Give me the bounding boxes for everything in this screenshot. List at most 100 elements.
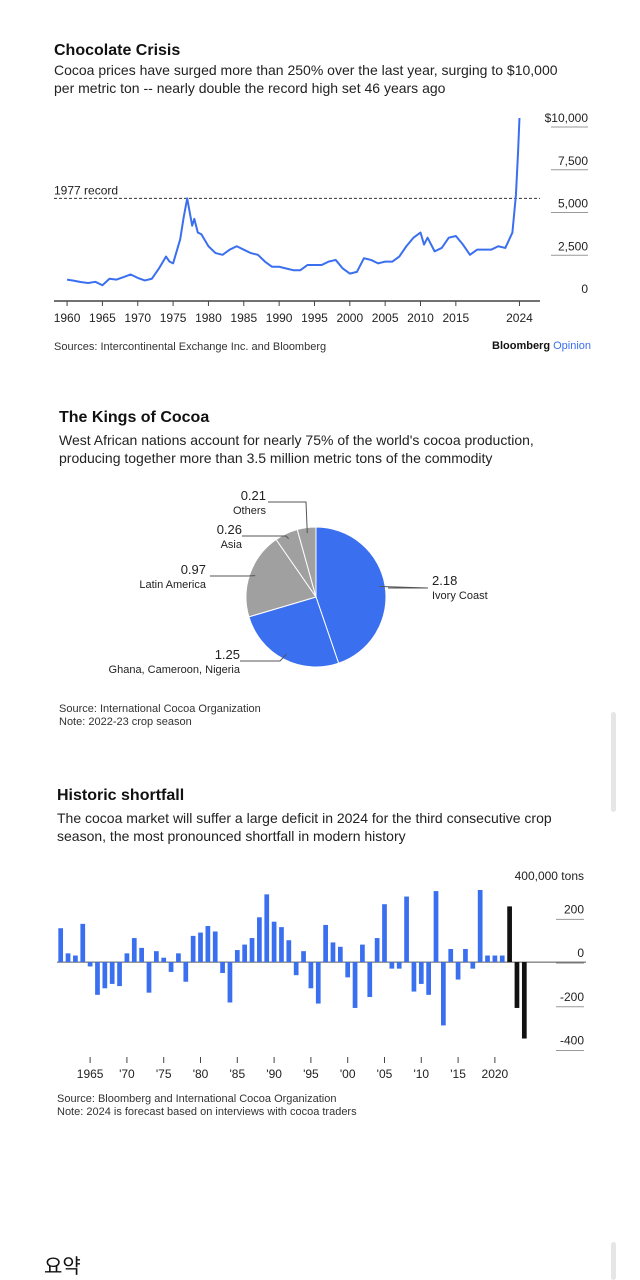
deficit-bar bbox=[323, 924, 328, 963]
x-tick-label: '75 bbox=[156, 1067, 172, 1081]
deficit-bar bbox=[492, 955, 498, 963]
x-tick-label: 1960 bbox=[54, 311, 81, 325]
price-series-line bbox=[66, 117, 521, 287]
brand-bloomberg: Bloomberg bbox=[492, 340, 551, 352]
deficit-bar bbox=[227, 962, 233, 1003]
chart2-source: Source: International Cocoa Organization bbox=[59, 703, 261, 715]
deficit-bar-chart: 400,000 tons 200 0 -200 -400 1965 '70 '75 '80 '85… bbox=[57, 869, 586, 1081]
pie-value-label: 0.97 bbox=[181, 562, 206, 577]
deficit-bar bbox=[279, 927, 284, 963]
deficit-bar bbox=[146, 962, 152, 993]
deficit-bar bbox=[234, 950, 240, 963]
deficit-bar bbox=[521, 962, 527, 1039]
pie-slice bbox=[296, 526, 317, 598]
x-tick-label: 1970 bbox=[124, 311, 151, 325]
deficit-bar bbox=[102, 962, 108, 989]
pie-slice bbox=[315, 526, 387, 664]
x-tick-label: 1965 bbox=[89, 311, 116, 325]
bloomberg-opinion-logo: Bloomberg Opinion bbox=[492, 340, 591, 352]
deficit-bar bbox=[80, 923, 86, 963]
deficit-bar bbox=[139, 947, 144, 963]
x-tick-label: '05 bbox=[377, 1067, 393, 1081]
pie-value-label: 1.25 bbox=[215, 647, 240, 662]
unit-label: 400,000 tons bbox=[515, 869, 584, 883]
x-tick-label: 1985 bbox=[230, 311, 257, 325]
y-tick-label: -200 bbox=[560, 990, 584, 1004]
pie-leader-line bbox=[268, 501, 308, 534]
deficit-bar bbox=[198, 932, 203, 963]
deficit-bar bbox=[190, 935, 196, 963]
deficit-bar bbox=[404, 896, 409, 963]
x-tick-label: '85 bbox=[229, 1067, 245, 1081]
deficit-bar bbox=[73, 955, 78, 963]
pie-value-label: 0.21 bbox=[241, 488, 266, 503]
scrollbar-thumb-lower[interactable] bbox=[611, 1242, 616, 1280]
price-line-chart: $10,000 7,500 5,000 2,500 0 1960 1965 1970 1975 1… bbox=[54, 111, 589, 325]
deficit-bar bbox=[220, 962, 225, 973]
deficit-bar bbox=[109, 962, 115, 984]
deficit-bar bbox=[249, 938, 255, 963]
x-tick-label: '00 bbox=[340, 1067, 356, 1081]
chart3-source: Source: Bloomberg and International Coco… bbox=[57, 1093, 337, 1105]
deficit-bar bbox=[396, 962, 402, 969]
deficit-bar bbox=[286, 940, 292, 963]
deficit-bar bbox=[124, 953, 130, 963]
deficit-bar bbox=[161, 957, 167, 963]
deficit-bar bbox=[345, 962, 351, 978]
deficit-bar bbox=[271, 921, 277, 963]
chart3-title: Historic shortfall bbox=[57, 787, 185, 804]
y-tick-label: -400 bbox=[560, 1033, 584, 1047]
chart1-subtitle: Cocoa prices have surged more than 250% … bbox=[54, 62, 558, 96]
x-tick-label: 2010 bbox=[407, 311, 434, 325]
pie-slice bbox=[248, 596, 340, 668]
x-tick-label: 1980 bbox=[195, 311, 222, 325]
pie-leader-line bbox=[379, 585, 429, 589]
deficit-bar bbox=[367, 962, 373, 998]
deficit-bar bbox=[463, 948, 468, 963]
deficit-bar bbox=[212, 931, 218, 963]
deficit-bar bbox=[65, 953, 71, 963]
chart2-title: The Kings of Cocoa bbox=[59, 409, 210, 426]
deficit-bar bbox=[337, 946, 343, 963]
deficit-bar bbox=[301, 951, 306, 963]
deficit-bar bbox=[205, 926, 211, 963]
y-tick-label: 200 bbox=[564, 902, 584, 916]
deficit-bar bbox=[264, 894, 270, 963]
x-tick-label: '95 bbox=[303, 1067, 319, 1081]
deficit-bar bbox=[87, 962, 93, 967]
y-tick-label: $10,000 bbox=[545, 111, 589, 125]
deficit-bar bbox=[418, 962, 424, 984]
deficit-bar bbox=[470, 962, 476, 969]
x-tick-label: 1965 bbox=[77, 1067, 104, 1081]
scrollbar-thumb[interactable] bbox=[611, 712, 616, 812]
production-pie-chart: 2.18 Ivory Coast 1.25 Ghana, Cameroon, Nige… bbox=[109, 488, 488, 676]
deficit-bar bbox=[455, 962, 461, 980]
deficit-bar bbox=[58, 928, 64, 963]
deficit-bar bbox=[448, 948, 454, 963]
deficit-bar bbox=[499, 955, 505, 963]
pie-leader-line bbox=[240, 653, 287, 662]
summary-label: 요약 bbox=[44, 1256, 81, 1278]
x-tick-label: 1995 bbox=[301, 311, 328, 325]
x-tick-label: 2024 bbox=[506, 311, 533, 325]
deficit-bar bbox=[389, 962, 395, 969]
x-tick-label: '15 bbox=[450, 1067, 466, 1081]
x-tick-label: '90 bbox=[266, 1067, 282, 1081]
x-tick-label: 2020 bbox=[482, 1067, 509, 1081]
deficit-bar bbox=[131, 938, 137, 963]
x-tick-label: 2015 bbox=[442, 311, 469, 325]
deficit-bar bbox=[257, 917, 262, 963]
chart3-subtitle: The cocoa market will suffer a large def… bbox=[57, 810, 552, 844]
deficit-bar bbox=[293, 962, 299, 976]
pie-category-label: Asia bbox=[221, 539, 243, 551]
deficit-bar bbox=[352, 962, 358, 1008]
deficit-bar bbox=[330, 942, 336, 963]
y-tick-label: 7,500 bbox=[558, 154, 588, 168]
deficit-bar bbox=[374, 938, 380, 963]
deficit-bar bbox=[242, 944, 248, 963]
deficit-bar bbox=[382, 904, 387, 963]
x-tick-label: '10 bbox=[413, 1067, 429, 1081]
x-tick-label: '80 bbox=[193, 1067, 209, 1081]
y-tick-label: 0 bbox=[577, 946, 584, 960]
x-tick-label: 2000 bbox=[336, 311, 363, 325]
